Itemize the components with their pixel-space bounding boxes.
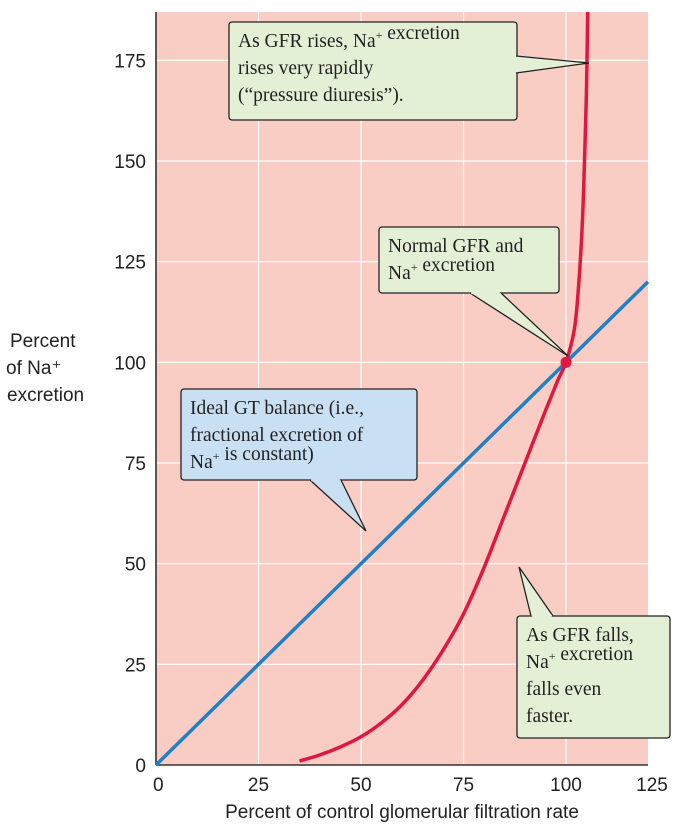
x-tick-label: 75 bbox=[453, 775, 474, 796]
callout-text-line: falls even bbox=[526, 679, 602, 700]
callout-text-line: faster. bbox=[526, 706, 573, 727]
callout-text-line: Na+ is constant) bbox=[190, 444, 314, 473]
tick-labels: 0 25 50 75 100 125 0 25 50 75 100 125 150 175 bbox=[114, 51, 668, 796]
callout-ideal: Ideal GT balance (i.e., fractional excret… bbox=[180, 388, 418, 532]
y-tick-label: 50 bbox=[125, 555, 146, 576]
x-tick-label: 25 bbox=[248, 775, 269, 796]
x-tick-label: 125 bbox=[636, 775, 668, 796]
callout-rises: As GFR rises, Na+ excretion rises very ra… bbox=[228, 21, 590, 121]
callout-text-line: (“pressure diuresis”). bbox=[238, 85, 404, 106]
callout-text-line: Na+ excretion bbox=[388, 255, 495, 284]
callout-text-line: Ideal GT balance (i.e., bbox=[190, 398, 364, 419]
y-tick-label: 100 bbox=[114, 353, 146, 374]
sodium-excretion-curve bbox=[299, 11, 590, 763]
y-axis-label-line-1: Percent bbox=[10, 331, 76, 352]
callout-text-line: fractional excretion of bbox=[190, 425, 364, 446]
callout-falls: As GFR falls,Na+ excretion falls even fast… bbox=[516, 566, 671, 739]
x-axis-label: Percent of control glomerular filtration… bbox=[225, 802, 579, 823]
y-tick-label: 0 bbox=[135, 756, 146, 777]
y-tick-label: 25 bbox=[125, 655, 146, 676]
callouts: As GFR rises, Na+ excretion rises very ra… bbox=[180, 21, 671, 739]
callout-pointer bbox=[515, 55, 590, 74]
normal-point bbox=[560, 356, 572, 368]
y-axis-label-line-2: of Na⁺ bbox=[6, 358, 61, 379]
callout-pointer bbox=[469, 292, 569, 357]
callout-pointer bbox=[518, 566, 554, 617]
callout-pointer bbox=[309, 479, 367, 532]
callout-box bbox=[180, 388, 418, 481]
y-tick-label: 125 bbox=[114, 253, 146, 274]
axis-labels: Percent of control glomerular filtration… bbox=[6, 331, 579, 823]
series-layer bbox=[154, 11, 650, 767]
y-tick-label: 175 bbox=[114, 51, 146, 72]
x-tick-label: 0 bbox=[153, 775, 164, 796]
y-axis-label-line-3: excretion bbox=[7, 385, 84, 406]
callout-text-line: Normal GFR and bbox=[388, 236, 524, 257]
callout-box bbox=[516, 615, 671, 739]
y-tick-label: 150 bbox=[114, 152, 146, 173]
callout-text-line: As GFR falls, bbox=[526, 625, 634, 646]
y-tick-label: 75 bbox=[125, 454, 146, 475]
callout-text-line: As GFR rises, Na+ excretion bbox=[238, 23, 460, 52]
callout-box bbox=[378, 226, 560, 294]
callout-text-line: Na+ excretion bbox=[526, 644, 633, 673]
callout-text-line: rises very rapidly bbox=[238, 58, 374, 79]
x-tick-label: 50 bbox=[350, 775, 371, 796]
x-tick-label: 100 bbox=[550, 775, 582, 796]
